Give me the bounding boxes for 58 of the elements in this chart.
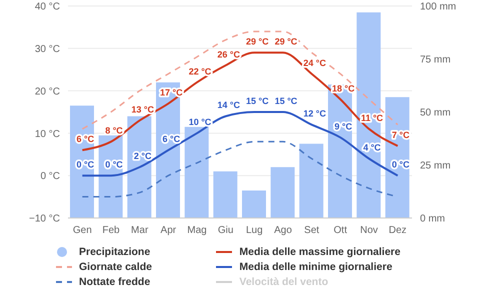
data-label: 6 °C: [76, 134, 95, 144]
data-label: 15 °C: [274, 96, 298, 106]
x-tick-label: Ott: [334, 225, 348, 236]
legend-label: Precipitazione: [79, 246, 150, 258]
data-label: 4 °C: [363, 142, 382, 153]
y-tick-label: 10 °C: [34, 128, 60, 140]
y-tick-label: −10 °C: [29, 214, 60, 225]
data-label: 8 °C: [105, 126, 124, 136]
legend-label: Giornate calde: [79, 260, 152, 272]
x-tick-label: Dez: [388, 225, 407, 236]
x-tick-label: Mar: [131, 225, 149, 236]
data-label: 26 °C: [217, 49, 240, 60]
bar: [213, 171, 238, 218]
x-tick-label: Lug: [246, 225, 263, 236]
data-label: 15 °C: [246, 96, 270, 106]
x-tick-label: Mag: [187, 225, 207, 236]
data-label: 0 °C: [392, 160, 410, 170]
legend-label: Media delle minime giornaliere: [239, 260, 392, 272]
x-tick-label: Giu: [218, 225, 234, 236]
y2-tick-label: 25 mm: [420, 160, 451, 172]
line-series: [81, 52, 399, 152]
y2-tick-label: 0 mm: [420, 214, 445, 225]
y-tick-label: 30 °C: [34, 44, 60, 55]
data-label: 12 °C: [303, 108, 326, 119]
data-label: 29 °C: [274, 36, 298, 47]
data-label: 22 °C: [188, 66, 212, 76]
bar: [299, 144, 324, 218]
x-tick-label: Gen: [72, 225, 92, 236]
bar: [184, 126, 209, 218]
x-tick-label: Nov: [360, 225, 378, 236]
legend-label: Nottate fredde: [79, 276, 150, 288]
data-label: 2 °C: [134, 151, 152, 162]
x-tick-label: Feb: [102, 225, 120, 236]
data-label: 24 °C: [303, 58, 326, 68]
y-tick-label: 40 °C: [34, 2, 60, 13]
bar: [242, 190, 266, 218]
data-label: 29 °C: [246, 36, 270, 47]
data-label: 13 °C: [131, 104, 154, 114]
x-tick-label: Set: [304, 225, 320, 236]
data-label: 0 °C: [105, 160, 124, 170]
bar: [270, 167, 295, 218]
y-tick-label: 0 °C: [40, 171, 60, 182]
y2-tick-label: 100 mm: [420, 2, 456, 13]
x-tick-label: Apr: [160, 225, 177, 236]
data-label: 11 °C: [360, 112, 384, 123]
data-label: 6 °C: [162, 134, 181, 144]
y2-tick-label: 50 mm: [420, 108, 451, 119]
data-label: 10 °C: [188, 117, 212, 128]
data-label: 18 °C: [332, 83, 356, 94]
y-tick-label: 20 °C: [34, 86, 60, 98]
legend-label: Media delle massime giornaliere: [239, 246, 400, 258]
data-label: 9 °C: [334, 121, 353, 132]
data-label: 0 °C: [76, 160, 95, 170]
data-label: 7 °C: [392, 130, 410, 140]
line-series: [81, 111, 399, 177]
x-tick-label: Ago: [274, 225, 292, 236]
y2-tick-label: 75 mm: [420, 54, 451, 66]
data-label: 14 °C: [217, 100, 240, 110]
